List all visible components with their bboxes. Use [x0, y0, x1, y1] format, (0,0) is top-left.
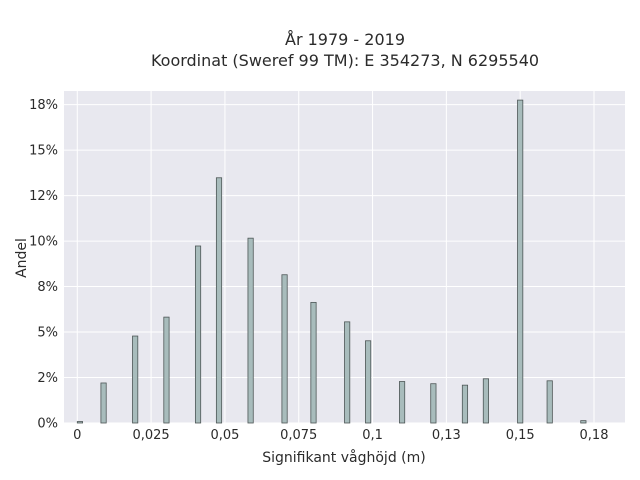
bar-0 [76, 421, 84, 424]
bar-1 [100, 382, 107, 424]
bar-12 [430, 383, 437, 424]
bar-14 [482, 378, 489, 424]
x-tick-label-6: 0,15 [506, 428, 535, 443]
y-tick-label-2: 5% [37, 326, 58, 341]
y-tick-label-0: 0% [37, 417, 58, 432]
bar-2 [132, 335, 139, 424]
bar-10 [365, 340, 372, 424]
y-tick-label-3: 8% [37, 280, 58, 295]
y-tick-labels: 0% 2% 5% 8% 10% 12% 15% 18% [29, 98, 58, 431]
bar-16 [546, 380, 553, 424]
bar-5 [215, 177, 223, 424]
y-tick-label-4: 10% [29, 235, 58, 250]
bar-17 [580, 420, 587, 424]
bar-15 [517, 99, 524, 424]
x-tick-label-0: 0 [73, 428, 81, 443]
x-tick-label-2: 0,05 [210, 428, 239, 443]
bar-8 [310, 301, 317, 424]
y-tick-label-7: 18% [29, 98, 58, 113]
x-tick-label-7: 0,18 [580, 428, 609, 443]
x-tick-labels: 0 0,025 0,05 0,075 0,1 0,13 0,15 0,18 [73, 428, 608, 443]
x-axis-label: Signifikant våghöjd (m) [262, 449, 425, 466]
chart-subtitle: Koordinat (Sweref 99 TM): E 354273, N 62… [151, 51, 539, 70]
bar-13 [461, 384, 469, 424]
x-tick-label-3: 0,075 [280, 428, 317, 443]
bar-4 [194, 245, 202, 424]
bar-3 [163, 316, 170, 424]
bar-6 [247, 237, 254, 424]
bar-9 [344, 321, 351, 424]
bar-11 [399, 381, 406, 424]
bars [76, 99, 587, 424]
bar-7 [281, 274, 288, 424]
chart-title: År 1979 - 2019 [285, 30, 405, 49]
x-tick-label-5: 0,13 [432, 428, 461, 443]
y-tick-label-6: 15% [29, 144, 58, 159]
y-axis-label: Andel [14, 238, 30, 278]
y-tick-label-5: 12% [29, 189, 58, 204]
x-tick-label-1: 0,025 [132, 428, 169, 443]
x-tick-label-4: 0,1 [362, 428, 383, 443]
y-tick-label-1: 2% [37, 371, 58, 386]
